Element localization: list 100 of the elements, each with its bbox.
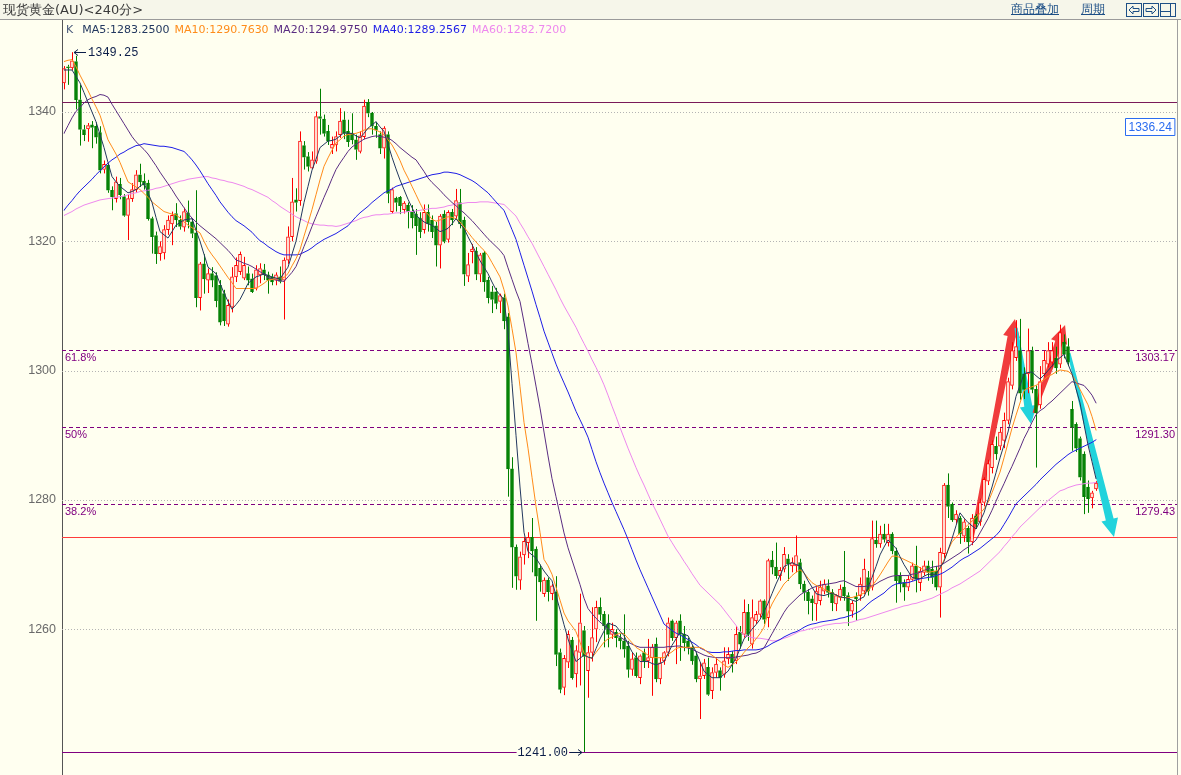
candlestick [658, 657, 662, 685]
candlestick [414, 208, 418, 256]
candlestick [578, 593, 582, 686]
ref-line-label: 1291.30 [1135, 428, 1175, 441]
annotation: 38.2% [65, 505, 97, 518]
candlestick [602, 610, 606, 648]
candlestick [526, 531, 530, 559]
candlestick [562, 654, 566, 696]
candlestick [314, 110, 318, 165]
y-tick-label: 1320 [28, 233, 57, 248]
candlestick [1018, 318, 1022, 401]
chart-title: 现货黄金(AU)<240分> [3, 2, 144, 17]
candlestick [86, 122, 90, 143]
candlestick [466, 252, 470, 283]
candlestick [706, 657, 710, 695]
candlestick [78, 84, 82, 147]
candlestick [770, 550, 774, 575]
text: MA20:1294.9750 [273, 22, 368, 36]
text: 周期 [1081, 2, 1105, 17]
candlestick [438, 213, 442, 269]
candlestick [290, 177, 294, 242]
candlestick [158, 240, 162, 262]
candlestick [462, 216, 466, 287]
candlestick [310, 150, 314, 169]
candlestick [490, 285, 494, 314]
candlestick [698, 662, 702, 720]
annotation: 1241.00 [517, 745, 568, 760]
candlestick [82, 124, 86, 142]
candlestick [1038, 365, 1042, 410]
candlestick [710, 666, 714, 700]
candlestick [950, 501, 954, 523]
ref-line-label: 1279.43 [1135, 505, 1175, 518]
candlestick [902, 578, 906, 602]
candlestick [1086, 480, 1090, 514]
candlestick [994, 436, 998, 461]
candlestick [1090, 490, 1094, 509]
candlestick [418, 211, 422, 239]
candlestick [650, 643, 654, 697]
candlestick [814, 586, 818, 622]
candlestick [878, 525, 882, 549]
annotation: 50% [65, 428, 88, 441]
candlestick [590, 606, 594, 663]
candlestick [506, 312, 510, 498]
candlestick [162, 224, 166, 260]
candlestick [534, 545, 538, 622]
candlestick [482, 250, 486, 293]
candlestick [874, 520, 878, 549]
candlestick [786, 553, 790, 582]
candlestick [1046, 341, 1050, 368]
candlestick [594, 600, 598, 643]
candlestick [514, 544, 518, 591]
text: MA60:1282.7200 [472, 22, 567, 36]
ref-line-label: 1303.17 [1135, 351, 1175, 364]
y-tick-label: 1340 [28, 104, 57, 119]
candlestick [718, 666, 722, 692]
candlestick [1026, 328, 1030, 394]
candlestick [546, 576, 550, 602]
candlestick [298, 130, 302, 207]
candlestick [518, 551, 522, 591]
candlestick [802, 580, 806, 602]
candlestick [294, 187, 298, 213]
candlestick [522, 536, 526, 566]
candlestick [830, 588, 834, 612]
candlestick [990, 439, 994, 474]
candlestick [302, 140, 306, 171]
candlestick [622, 613, 626, 659]
candlestick [170, 211, 174, 246]
candlestick [434, 221, 438, 268]
legend-title: K [66, 22, 74, 36]
text: MA10:1290.7630 [174, 22, 269, 36]
candlestick [198, 261, 202, 311]
candlestick [1010, 341, 1014, 390]
candlestick [286, 225, 290, 265]
candlestick [678, 613, 682, 662]
candlestick [598, 597, 602, 622]
candlestick [166, 214, 170, 236]
candlestick [510, 456, 514, 589]
candlestick [582, 625, 586, 753]
candlestick [338, 107, 342, 139]
candlestick [794, 534, 798, 573]
candlestick [90, 120, 94, 149]
candlestick [242, 256, 246, 281]
candlestick [1014, 319, 1018, 362]
y-tick-label: 1280 [28, 492, 57, 507]
candlestick [474, 246, 478, 281]
annotation: 61.8% [65, 351, 97, 364]
text: MA40:1289.2567 [372, 22, 468, 36]
candlestick [946, 472, 950, 519]
candlestick [774, 542, 778, 580]
candlestick [882, 523, 886, 544]
y-tick-label: 1300 [28, 363, 57, 378]
text: MA5:1283.2500 [82, 22, 170, 36]
candlestick [1082, 450, 1086, 515]
text: 1336.24 [1128, 119, 1173, 134]
candlestick [1070, 400, 1074, 452]
candlestick [1034, 384, 1038, 469]
candlestick [206, 267, 210, 294]
candlestick [150, 216, 154, 255]
text: 商品叠加 [1011, 2, 1059, 17]
annotation: 1349.25 [88, 45, 139, 60]
